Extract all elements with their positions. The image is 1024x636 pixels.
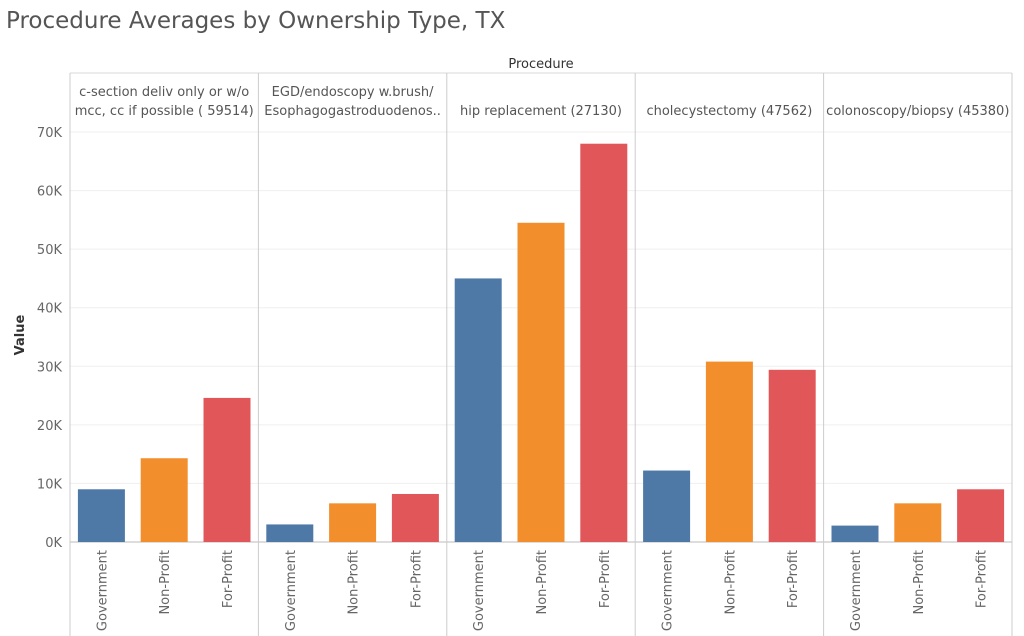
x-tick-label: Non-Profit: [535, 550, 550, 615]
y-tick-label: 20K: [37, 419, 63, 434]
bar-for-profit: [768, 369, 816, 542]
bar-non-profit: [329, 503, 377, 542]
x-tick-label: For-Profit: [409, 550, 424, 608]
bar-non-profit: [705, 361, 753, 542]
column-header: Procedure: [508, 57, 573, 72]
bar-non-profit: [517, 222, 565, 543]
chart-title: Procedure Averages by Ownership Type, TX: [6, 8, 506, 34]
panel-label: colonoscopy/biopsy (45380): [826, 104, 1009, 119]
bar-for-profit: [391, 493, 439, 542]
x-tick-label: Government: [849, 550, 864, 631]
panel-label: EGD/endoscopy w.brush/: [272, 85, 434, 100]
x-tick-label: Non-Profit: [347, 550, 362, 615]
bar-government: [643, 470, 691, 542]
panel-label: mcc, cc if possible ( 59514): [75, 104, 254, 119]
x-tick-label: Non-Profit: [912, 550, 927, 615]
y-tick-label: 0K: [45, 536, 62, 551]
bar-for-profit: [957, 489, 1005, 542]
bar-government: [266, 524, 314, 542]
bar-government: [831, 525, 879, 542]
y-tick-label: 10K: [37, 477, 63, 492]
y-tick-label: 40K: [37, 302, 63, 317]
bar-for-profit: [580, 143, 628, 542]
panel-label: cholecystectomy (47562): [646, 104, 812, 119]
x-tick-label: Government: [472, 550, 487, 631]
y-tick-label: 70K: [37, 126, 63, 141]
y-tick-label: 60K: [37, 185, 63, 200]
x-tick-label: For-Profit: [221, 550, 236, 608]
bar-non-profit: [894, 503, 942, 542]
bar-for-profit: [203, 397, 251, 542]
y-tick-label: 50K: [37, 243, 63, 258]
x-tick-label: Government: [661, 550, 676, 631]
x-tick-label: Government: [95, 550, 110, 631]
x-tick-label: Government: [284, 550, 299, 631]
panel-label: c-section deliv only or w/o: [79, 85, 249, 100]
panel-label: Esophagogastroduodenos..: [264, 104, 441, 119]
x-tick-label: For-Profit: [786, 550, 801, 608]
x-tick-label: For-Profit: [975, 550, 990, 608]
bar-government: [454, 278, 502, 542]
panel-label: hip replacement (27130): [460, 104, 622, 119]
bar-non-profit: [140, 458, 188, 542]
x-tick-label: For-Profit: [598, 550, 613, 608]
y-tick-label: 30K: [37, 360, 63, 375]
x-tick-label: Non-Profit: [158, 550, 173, 615]
x-tick-label: Non-Profit: [723, 550, 738, 615]
bar-government: [77, 489, 125, 542]
y-axis-title: Value: [13, 314, 28, 355]
